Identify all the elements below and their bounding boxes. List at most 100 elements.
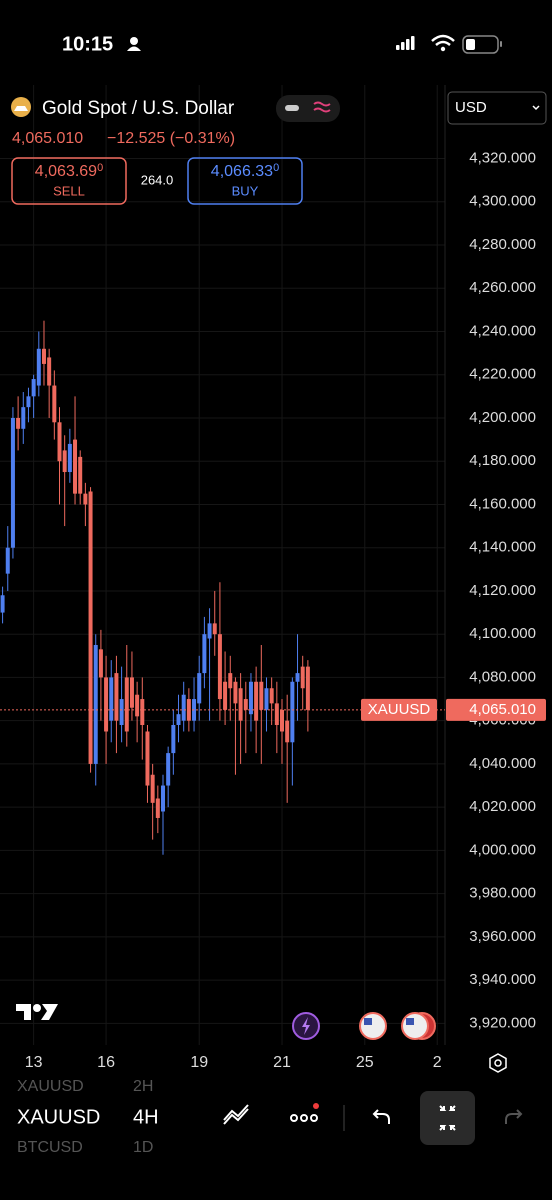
buy-button[interactable] bbox=[187, 157, 303, 205]
wifi-icon bbox=[431, 34, 455, 46]
x-tick-label: 13 bbox=[25, 1054, 43, 1071]
candle-body bbox=[176, 714, 181, 725]
sell-label: SELL bbox=[53, 183, 85, 198]
candle-body bbox=[62, 450, 67, 473]
more-icon[interactable] bbox=[290, 1114, 318, 1122]
prev-symbol: XAUUSD bbox=[17, 1078, 84, 1095]
x-tick-label: 16 bbox=[97, 1054, 115, 1071]
candle-body bbox=[10, 417, 15, 548]
candle-body bbox=[290, 681, 295, 743]
candle-body bbox=[0, 595, 5, 613]
candle-body bbox=[300, 666, 305, 689]
y-tick-label: 3,980.000 bbox=[469, 885, 536, 902]
candle-body bbox=[254, 681, 259, 721]
price-tag-label: 4,065.010 bbox=[469, 701, 536, 718]
redo-icon[interactable] bbox=[505, 1109, 523, 1124]
candle-body bbox=[119, 699, 124, 725]
y-tick-label: 4,300.000 bbox=[469, 193, 536, 210]
candle-body bbox=[26, 396, 31, 408]
symbol-tag bbox=[361, 698, 437, 721]
toggle[interactable] bbox=[276, 95, 340, 122]
symbol-name[interactable]: Gold Spot / U.S. Dollar bbox=[42, 98, 235, 119]
y-tick-label: 4,320.000 bbox=[469, 149, 536, 166]
y-tick-label: 4,200.000 bbox=[469, 409, 536, 426]
symbol-tag-label: XAUUSD bbox=[368, 701, 431, 718]
indicators-icon[interactable] bbox=[223, 1104, 249, 1125]
currency: USD bbox=[455, 99, 487, 116]
symbol[interactable]: XAUUSD bbox=[17, 1106, 100, 1128]
sell-price-sup: 0 bbox=[97, 162, 103, 174]
candle-body bbox=[140, 699, 145, 725]
toggle-icon bbox=[285, 105, 299, 111]
candle-body bbox=[259, 681, 264, 710]
candle-body bbox=[88, 491, 93, 764]
undo-icon[interactable] bbox=[372, 1109, 390, 1124]
candle-body bbox=[238, 688, 243, 721]
sell-button[interactable] bbox=[11, 157, 127, 205]
price-axis: 3,920.000 3,940.000 3,960.000 3,980.000 4,00… bbox=[25, 149, 546, 1071]
candle-body bbox=[67, 443, 72, 473]
candles bbox=[0, 320, 445, 855]
y-tick-label: 3,920.000 bbox=[469, 1014, 536, 1031]
x-tick-label: 25 bbox=[356, 1054, 374, 1071]
fullscreen-button[interactable] bbox=[420, 1091, 475, 1145]
candle-body bbox=[269, 688, 274, 704]
person-icon bbox=[127, 37, 141, 51]
candle-body bbox=[274, 703, 279, 725]
y-tick-label: 4,220.000 bbox=[469, 366, 536, 383]
candle-body bbox=[129, 677, 134, 708]
candle-body bbox=[104, 677, 109, 732]
candle-body bbox=[228, 673, 233, 689]
candle-body bbox=[181, 694, 186, 721]
y-tick-label: 4,260.000 bbox=[469, 279, 536, 296]
y-tick-label: 4,020.000 bbox=[469, 798, 536, 815]
y-tick-label: 4,000.000 bbox=[469, 841, 536, 858]
candle-body bbox=[280, 709, 285, 732]
candle-body bbox=[192, 699, 197, 721]
candle-body bbox=[16, 417, 21, 429]
clock: 10:15 bbox=[62, 33, 113, 55]
buy-price-sup: 0 bbox=[273, 162, 279, 174]
candle-body bbox=[124, 677, 129, 732]
y-tick-label: 4,160.000 bbox=[469, 495, 536, 512]
candle-body bbox=[36, 348, 41, 386]
y-tick-label: 3,960.000 bbox=[469, 928, 536, 945]
interval[interactable]: 4H bbox=[133, 1106, 159, 1128]
battery bbox=[462, 35, 499, 54]
candle-body bbox=[114, 673, 119, 721]
wifi-dot bbox=[440, 46, 446, 52]
y-tick-label: 4,080.000 bbox=[469, 668, 536, 685]
candle-body bbox=[150, 774, 155, 803]
candle-body bbox=[264, 688, 269, 710]
settings-dot bbox=[494, 1059, 502, 1067]
candle-body bbox=[223, 681, 228, 710]
symbol-logo-bar bbox=[14, 106, 28, 111]
fullscreen-icon bbox=[439, 1105, 456, 1131]
candle-body bbox=[31, 379, 36, 397]
candle-body bbox=[166, 753, 171, 786]
candle-body bbox=[248, 681, 253, 715]
chevron bbox=[532, 105, 540, 111]
spread: 264.0 bbox=[141, 172, 174, 187]
notification-dot bbox=[313, 1103, 319, 1109]
x-tick-label: 2 bbox=[433, 1054, 442, 1071]
candle-body bbox=[135, 694, 140, 717]
buy-price: 4,066.330 bbox=[211, 162, 279, 180]
next-symbol: BTCUSD bbox=[17, 1139, 83, 1156]
y-tick-label: 4,240.000 bbox=[469, 322, 536, 339]
candle-body bbox=[57, 422, 62, 462]
currency-select[interactable] bbox=[447, 91, 547, 125]
battery-tip bbox=[500, 41, 502, 47]
prev-interval: 2H bbox=[133, 1078, 153, 1095]
next-interval: 1D bbox=[133, 1139, 153, 1156]
toggle-wave bbox=[313, 101, 331, 113]
buy-label: BUY bbox=[232, 183, 259, 198]
candle-body bbox=[217, 634, 222, 700]
flag-events[interactable] bbox=[359, 1012, 436, 1040]
candle-body bbox=[207, 623, 212, 639]
candle-body bbox=[52, 385, 57, 423]
candle-body bbox=[78, 456, 83, 494]
candle-body bbox=[47, 357, 52, 386]
settings-icon[interactable] bbox=[489, 1053, 507, 1073]
